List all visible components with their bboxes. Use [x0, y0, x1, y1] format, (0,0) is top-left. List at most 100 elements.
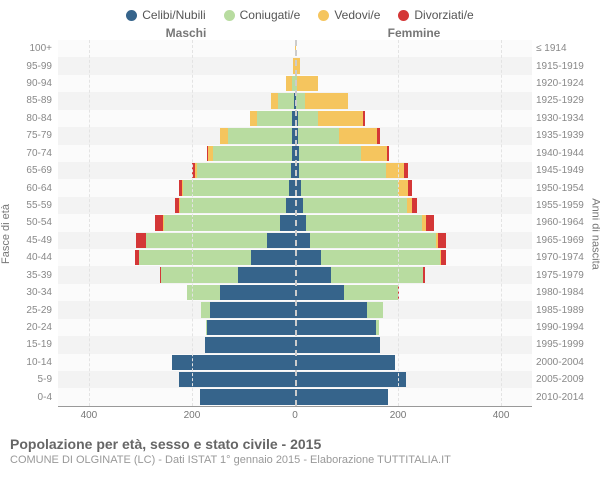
age-label: 5-9 [8, 374, 52, 385]
bar-segment [179, 372, 295, 387]
bar-segment [161, 267, 238, 282]
bar-segment [213, 146, 293, 161]
age-label: 25-29 [8, 305, 52, 316]
bar-segment [298, 128, 339, 143]
age-label: 10-14 [8, 357, 52, 368]
male-bar [200, 389, 295, 404]
bar-segment [441, 250, 446, 265]
bar-segment [376, 320, 379, 335]
female-bar [295, 337, 380, 352]
legend-swatch [398, 10, 409, 21]
birth-year-label: 1950-1954 [536, 183, 596, 194]
bar-segment [295, 355, 395, 370]
bar-segment [344, 285, 398, 300]
male-bar [136, 233, 295, 248]
bar-segment [197, 163, 291, 178]
male-bar [187, 285, 295, 300]
age-label: 85-89 [8, 95, 52, 106]
label-female: Femmine [300, 26, 528, 40]
age-label: 20-24 [8, 322, 52, 333]
bar-segment [361, 146, 387, 161]
male-bar [175, 198, 295, 213]
bar-segment [404, 163, 408, 178]
female-bar [295, 250, 446, 265]
bar-segment [298, 111, 319, 126]
bar-segment [251, 250, 295, 265]
bar-segment [296, 93, 305, 108]
male-bar [179, 180, 295, 195]
male-bar [155, 215, 295, 230]
birth-year-label: 1915-1919 [536, 61, 596, 72]
bar-segment [295, 233, 310, 248]
bar-segment [387, 146, 390, 161]
male-bar [206, 320, 295, 335]
footer-title: Popolazione per età, sesso e stato civil… [10, 436, 590, 452]
birth-year-label: 1970-1974 [536, 252, 596, 263]
birth-year-label: 1930-1934 [536, 113, 596, 124]
bar-segment [438, 233, 446, 248]
birth-year-label: 1980-1984 [536, 287, 596, 298]
bar-segment [205, 337, 295, 352]
bar-segment [267, 233, 295, 248]
legend-label: Coniugati/e [240, 8, 301, 22]
plot-area: Fasce di età Anni di nascita 100+≤ 19149… [0, 40, 600, 428]
female-bar [295, 320, 379, 335]
bar-segment [250, 111, 258, 126]
bar-segment [172, 355, 295, 370]
bar-segment [305, 93, 347, 108]
bar-segment [295, 372, 406, 387]
female-bar [295, 233, 446, 248]
bar-segment [295, 389, 388, 404]
bar-segment [280, 215, 295, 230]
footer-sub: COMUNE DI OLGINATE (LC) - Dati ISTAT 1° … [10, 454, 590, 466]
age-label: 50-54 [8, 217, 52, 228]
bar-segment [408, 180, 412, 195]
legend-label: Vedovi/e [334, 8, 380, 22]
bar-segment [220, 128, 228, 143]
bar-segment [210, 302, 295, 317]
age-label: 65-69 [8, 165, 52, 176]
legend-item: Vedovi/e [318, 8, 380, 22]
female-bar [295, 128, 380, 143]
birth-year-label: 2010-2014 [536, 392, 596, 403]
birth-year-label: 1920-1924 [536, 78, 596, 89]
age-label: 80-84 [8, 113, 52, 124]
bar-segment [318, 111, 363, 126]
population-pyramid: Celibi/NubiliConiugati/eVedovi/eDivorzia… [0, 0, 600, 500]
center-line [295, 40, 297, 406]
legend-swatch [318, 10, 329, 21]
bar-segment [386, 163, 404, 178]
bar-segment [295, 320, 376, 335]
birth-year-label: 1975-1979 [536, 270, 596, 281]
age-label: 45-49 [8, 235, 52, 246]
legend-item: Divorziati/e [398, 8, 473, 22]
female-bar [295, 146, 389, 161]
female-bar [295, 163, 408, 178]
legend-item: Coniugati/e [224, 8, 301, 22]
bar-segment [200, 389, 295, 404]
x-tick-label: 400 [81, 410, 98, 421]
male-bar [207, 146, 295, 161]
bar-segment [331, 267, 423, 282]
female-bar [295, 111, 365, 126]
female-bar [295, 355, 395, 370]
x-axis: 4002000200400 [58, 406, 532, 428]
bar-segment [220, 285, 295, 300]
birth-year-label: 1995-1999 [536, 339, 596, 350]
male-bar [201, 302, 295, 317]
x-tick-label: 400 [493, 410, 510, 421]
male-bar [179, 372, 295, 387]
age-label: 95-99 [8, 61, 52, 72]
age-label: 40-44 [8, 252, 52, 263]
male-bar [192, 163, 295, 178]
birth-year-label: 1955-1959 [536, 200, 596, 211]
bar-segment [164, 215, 280, 230]
age-label: 90-94 [8, 78, 52, 89]
bar-segment [295, 250, 321, 265]
male-bar [220, 128, 295, 143]
birth-year-label: ≤ 1914 [536, 43, 596, 54]
female-bar [295, 180, 412, 195]
bar-segment [201, 302, 210, 317]
bar-segment [306, 215, 422, 230]
age-label: 60-64 [8, 183, 52, 194]
